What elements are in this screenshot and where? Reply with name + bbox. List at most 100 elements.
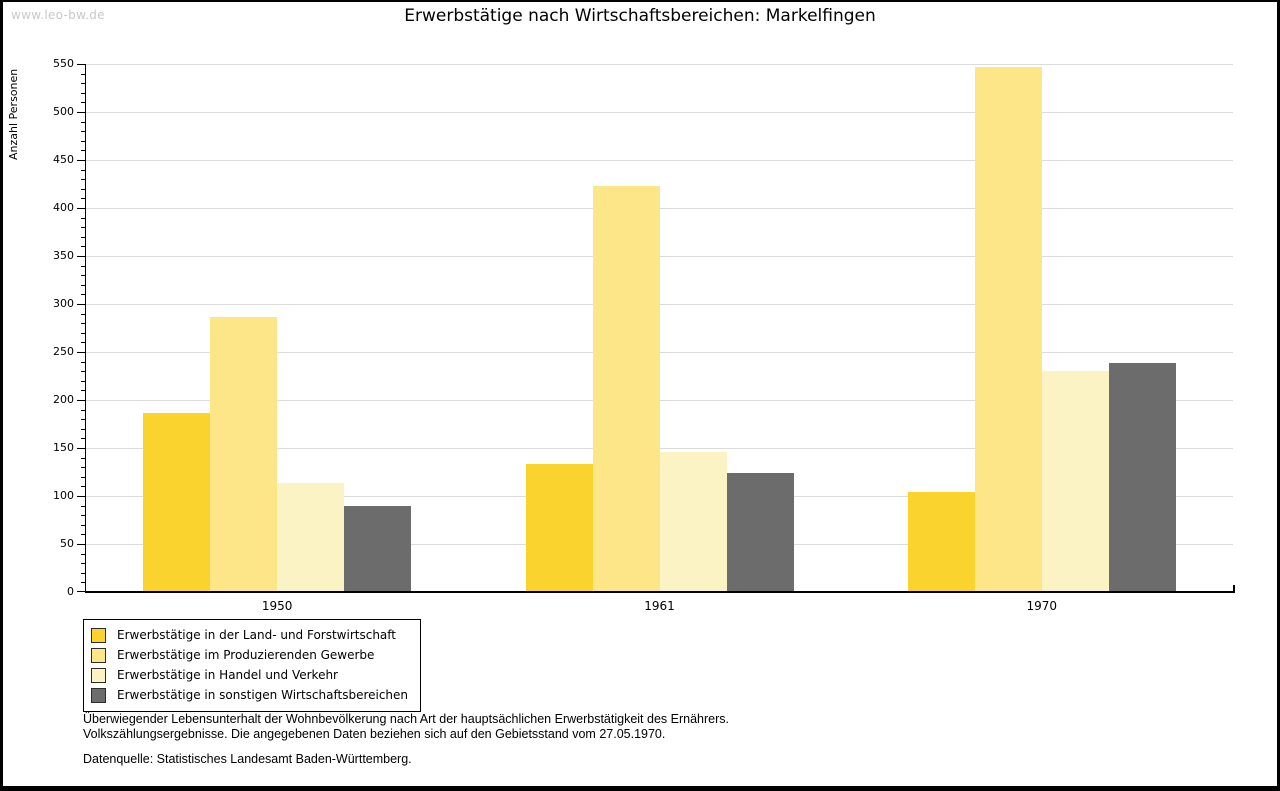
major-tick-0 <box>77 591 85 592</box>
major-tick-150 <box>77 448 85 449</box>
legend-item-3: Erwerbstätige in Handel und Verkehr <box>91 665 408 685</box>
minor-tick-140 <box>81 457 85 459</box>
y-tick-label-50: 50 <box>60 537 74 550</box>
minor-tick-260 <box>81 342 85 344</box>
minor-tick-430 <box>81 179 85 181</box>
minor-tick-320 <box>81 284 85 286</box>
legend: Erwerbstätige in der Land- und Forstwirt… <box>83 619 422 712</box>
gridline-450 <box>86 160 1233 161</box>
minor-tick-40 <box>81 553 85 555</box>
legend-item-2: Erwerbstätige im Produzierenden Gewerbe <box>91 645 408 665</box>
bar-series3-1970 <box>1041 371 1109 592</box>
minor-tick-460 <box>81 150 85 152</box>
minor-tick-280 <box>81 323 85 325</box>
legend-swatch-3 <box>91 667 106 683</box>
major-tick-50 <box>77 544 85 545</box>
y-tick-label-500: 500 <box>53 105 74 118</box>
bar-series2-1970 <box>974 66 1042 592</box>
data-source-text: Datenquelle: Statistisches Landesamt Bad… <box>83 752 412 766</box>
y-tick-label-0: 0 <box>67 585 74 598</box>
bar-series4-1970 <box>1108 362 1176 592</box>
minor-tick-60 <box>81 534 85 536</box>
minor-tick-70 <box>81 524 85 526</box>
legend-swatch-2 <box>91 647 106 663</box>
bar-series3-1961 <box>659 451 727 592</box>
gridline-500 <box>86 112 1233 113</box>
y-tick-label-450: 450 <box>53 153 74 166</box>
minor-tick-210 <box>81 390 85 392</box>
footnote-text: Überwiegender Lebensunterhalt der Wohnbe… <box>83 712 729 742</box>
y-tick-label-400: 400 <box>53 201 74 214</box>
watermark-url: www.leo-bw.de <box>11 8 105 22</box>
minor-tick-330 <box>81 275 85 277</box>
minor-tick-290 <box>81 313 85 315</box>
gridline-250 <box>86 352 1233 353</box>
minor-tick-80 <box>81 515 85 517</box>
x-tick-label-1970: 1970 <box>1026 599 1058 613</box>
chart-title: Erwerbstätige nach Wirtschaftsbereichen:… <box>404 6 876 26</box>
minor-tick-30 <box>81 563 85 565</box>
legend-label-3: Erwerbstätige in Handel und Verkehr <box>117 668 338 682</box>
y-axis-label: Anzahl Personen <box>7 68 20 160</box>
bar-series1-1961 <box>525 464 593 592</box>
gridline-300 <box>86 304 1233 305</box>
legend-item-1: Erwerbstätige in der Land- und Forstwirt… <box>91 625 408 645</box>
legend-swatch-1 <box>91 627 106 643</box>
minor-tick-370 <box>81 236 85 238</box>
minor-tick-360 <box>81 246 85 248</box>
minor-tick-160 <box>81 438 85 440</box>
gridline-200 <box>86 400 1233 401</box>
y-tick-label-200: 200 <box>53 393 74 406</box>
y-tick-label-100: 100 <box>53 489 74 502</box>
minor-tick-520 <box>81 92 85 94</box>
minor-tick-540 <box>81 73 85 75</box>
minor-tick-130 <box>81 467 85 469</box>
minor-tick-510 <box>81 102 85 104</box>
minor-tick-480 <box>81 131 85 133</box>
major-tick-550 <box>77 64 85 65</box>
gridline-150 <box>86 448 1233 449</box>
y-tick-label-250: 250 <box>53 345 74 358</box>
minor-tick-410 <box>81 198 85 200</box>
minor-tick-380 <box>81 227 85 229</box>
bar-series4-1950 <box>344 505 412 592</box>
minor-tick-10 <box>81 582 85 584</box>
minor-tick-120 <box>81 476 85 478</box>
minor-tick-340 <box>81 265 85 267</box>
legend-label-4: Erwerbstätige in sonstigen Wirtschaftsbe… <box>117 688 409 702</box>
minor-tick-490 <box>81 121 85 123</box>
minor-tick-230 <box>81 371 85 373</box>
gridline-350 <box>86 256 1233 257</box>
minor-tick-20 <box>81 572 85 574</box>
minor-tick-90 <box>81 505 85 507</box>
gridline-400 <box>86 208 1233 209</box>
bar-series2-1961 <box>592 185 660 592</box>
minor-tick-470 <box>81 140 85 142</box>
major-tick-350 <box>77 256 85 257</box>
y-tick-label-300: 300 <box>53 297 74 310</box>
minor-tick-310 <box>81 294 85 296</box>
minor-tick-530 <box>81 83 85 85</box>
minor-tick-170 <box>81 428 85 430</box>
y-tick-label-150: 150 <box>53 441 74 454</box>
bar-series2-1950 <box>210 316 278 592</box>
x-axis-line <box>85 591 1235 593</box>
legend-swatch-4 <box>91 687 106 703</box>
major-tick-500 <box>77 112 85 113</box>
major-tick-400 <box>77 208 85 209</box>
plot-area: 0 50 100 150 200 250 300 350 400 450 500 550 1950 196… <box>53 57 1233 613</box>
y-tick-label-550: 550 <box>53 57 74 70</box>
major-tick-200 <box>77 400 85 401</box>
minor-tick-390 <box>81 217 85 219</box>
minor-tick-440 <box>81 169 85 171</box>
minor-tick-190 <box>81 409 85 411</box>
bar-series1-1950 <box>143 412 211 592</box>
legend-label-1: Erwerbstätige in der Land- und Forstwirt… <box>117 628 396 642</box>
minor-tick-270 <box>81 332 85 334</box>
footnote-line-2: Volkszählungsergebnisse. Die angegebenen… <box>83 727 666 741</box>
x-tick-label-1961: 1961 <box>644 599 675 613</box>
bar-series1-1970 <box>907 492 975 592</box>
legend-item-4: Erwerbstätige in sonstigen Wirtschaftsbe… <box>91 685 408 705</box>
gridline-550 <box>86 64 1233 65</box>
minor-tick-240 <box>81 361 85 363</box>
